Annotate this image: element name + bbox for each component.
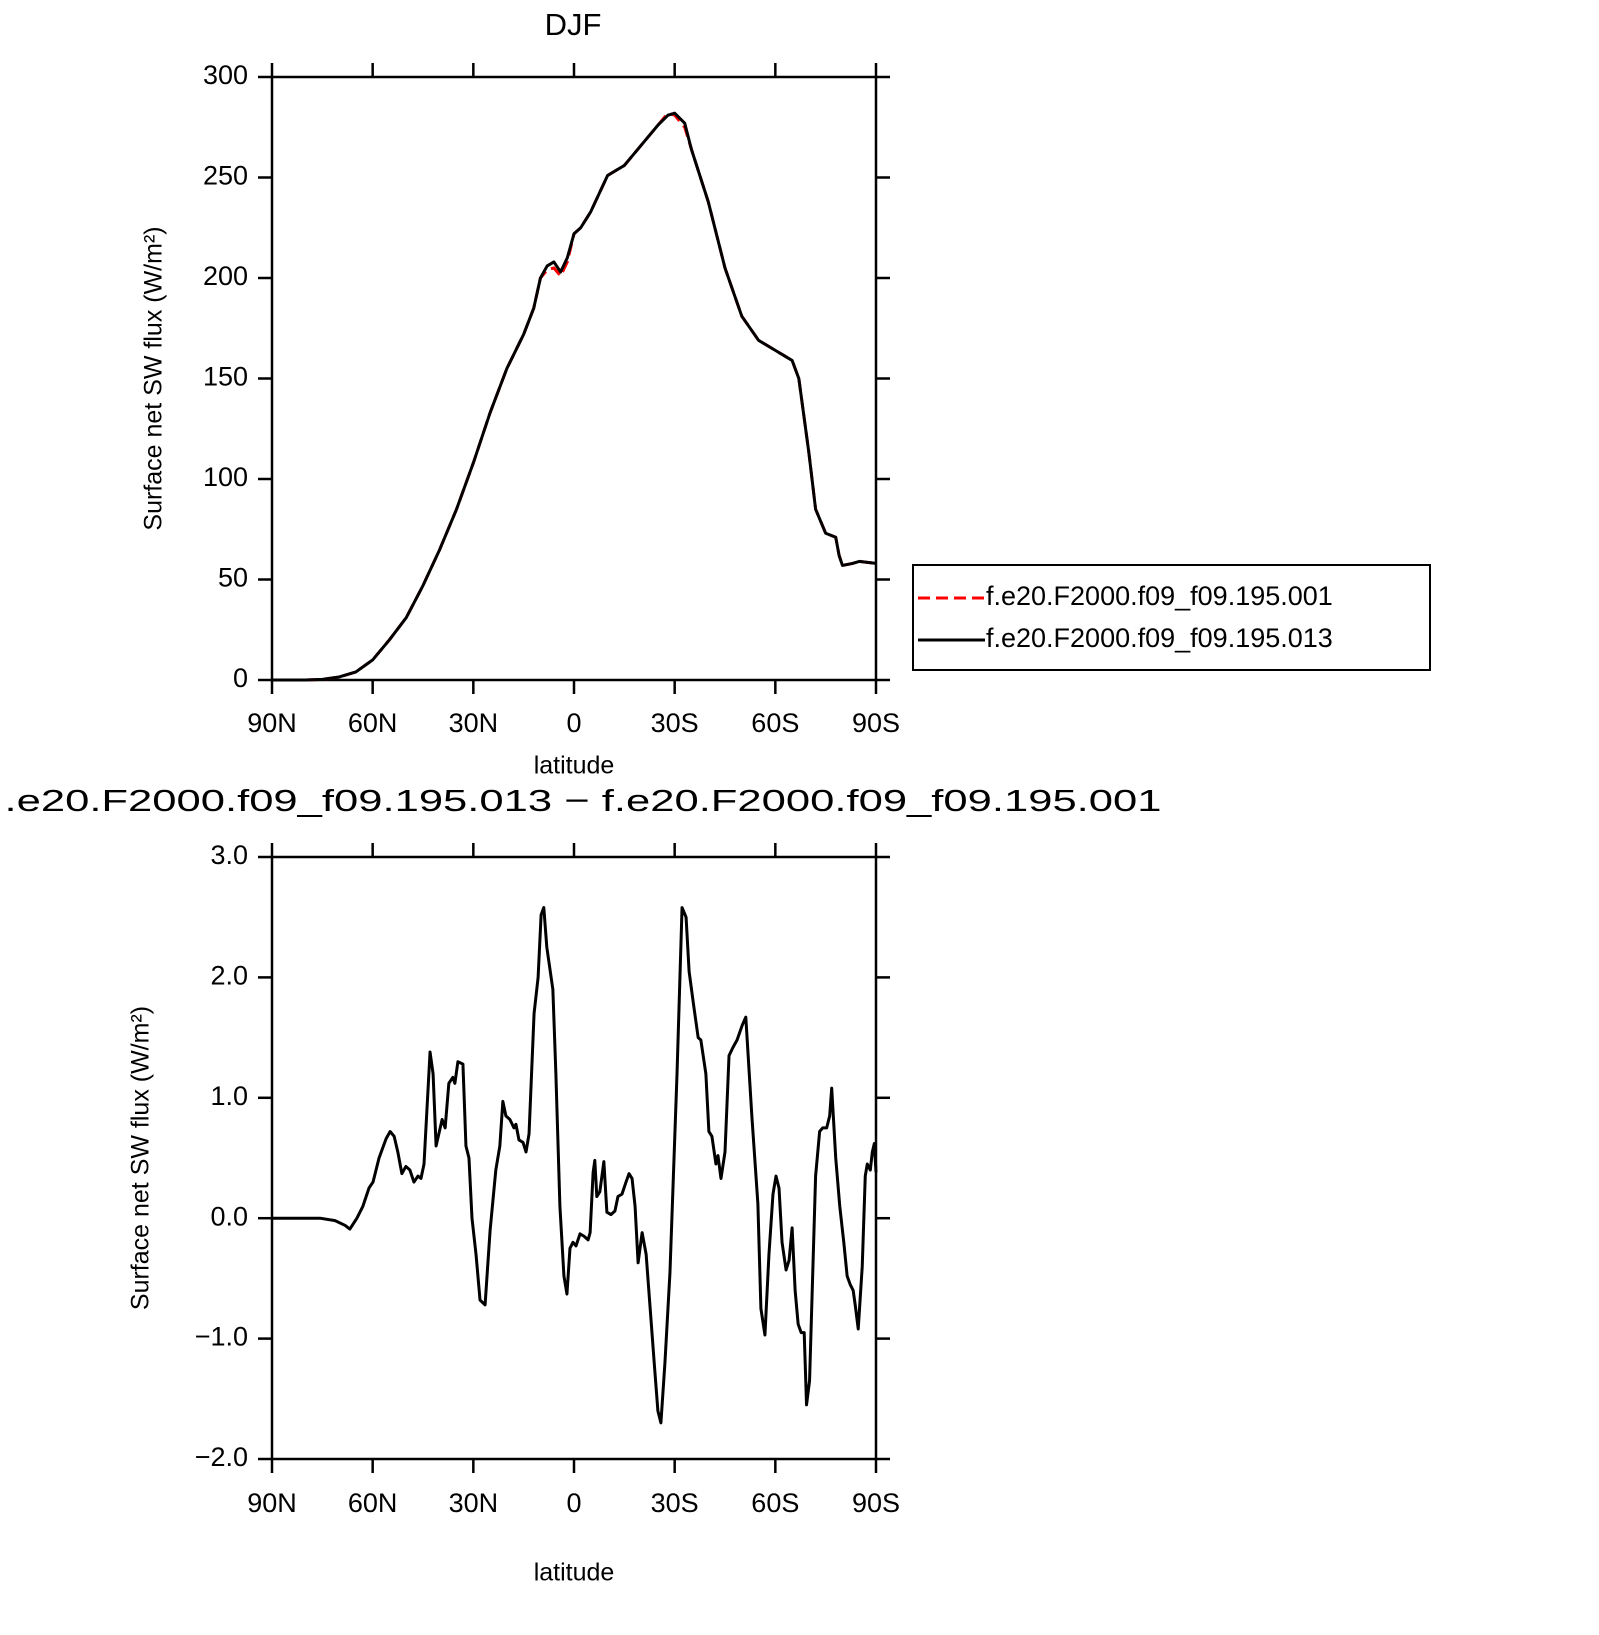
y-tick-label: 1.0 bbox=[210, 1081, 248, 1111]
x-tick-label: 90N bbox=[247, 708, 297, 738]
data-line bbox=[272, 111, 877, 682]
y-tick-label: −1.0 bbox=[195, 1322, 248, 1352]
legend-label: f.e20.F2000.f09_f09.195.001 bbox=[986, 581, 1333, 611]
legend-label: f.e20.F2000.f09_f09.195.013 bbox=[986, 623, 1333, 653]
x-tick-label: 60N bbox=[348, 708, 398, 738]
data-line bbox=[272, 111, 877, 682]
x-tick-label: 60S bbox=[751, 1488, 799, 1518]
chart-title: .e20.F2000.f09_f09.195.013 − f.e20.F2000… bbox=[5, 783, 1162, 818]
y-tick-label: 2.0 bbox=[210, 961, 248, 991]
x-tick-label: 30S bbox=[651, 1488, 699, 1518]
x-tick-label: 60S bbox=[751, 708, 799, 738]
y-tick-label: 50 bbox=[218, 563, 248, 593]
plot-frame bbox=[270, 855, 878, 1461]
x-tick-label: 30N bbox=[449, 1488, 499, 1518]
y-tick-label: −2.0 bbox=[195, 1442, 248, 1472]
y-tick-label: 300 bbox=[203, 60, 248, 90]
x-tick-label: 90N bbox=[247, 1488, 297, 1518]
y-tick-label: 0 bbox=[233, 663, 248, 693]
x-axis-label: latitude bbox=[534, 752, 615, 780]
y-tick-label: 200 bbox=[203, 261, 248, 291]
x-tick-label: 30N bbox=[449, 708, 499, 738]
y-tick-label: 100 bbox=[203, 462, 248, 492]
x-tick-label: 60N bbox=[348, 1488, 398, 1518]
y-axis-label: Surface net SW flux (W/m²) bbox=[127, 1006, 155, 1310]
x-tick-label: 90S bbox=[852, 708, 900, 738]
chart-title: DJF bbox=[545, 7, 602, 42]
x-tick-label: 0 bbox=[566, 1488, 581, 1518]
y-tick-label: 250 bbox=[203, 161, 248, 191]
y-tick-label: 0.0 bbox=[210, 1201, 248, 1231]
x-tick-label: 0 bbox=[566, 708, 581, 738]
legend-box bbox=[912, 564, 1431, 671]
data-line bbox=[272, 906, 878, 1425]
x-tick-label: 30S bbox=[651, 708, 699, 738]
y-tick-label: 150 bbox=[203, 362, 248, 392]
x-tick-label: 90S bbox=[852, 1488, 900, 1518]
x-axis-label: latitude bbox=[534, 1559, 615, 1587]
plot-frame bbox=[270, 75, 878, 682]
y-axis-label: Surface net SW flux (W/m²) bbox=[140, 226, 168, 530]
y-tick-label: 3.0 bbox=[210, 840, 248, 870]
